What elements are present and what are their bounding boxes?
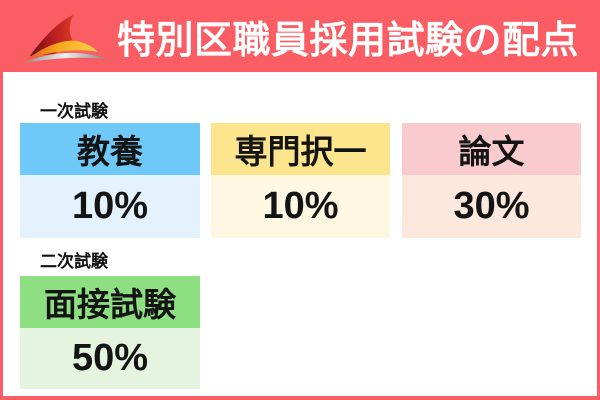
section-label-first-exam: 一次試験 <box>40 102 108 121</box>
card-senmon-takuitsu: 専門択一 10% <box>211 123 390 238</box>
card-senmon-takuitsu-label: 専門択一 <box>211 123 390 175</box>
card-mensetsu-shiken-label: 面接試験 <box>20 276 200 328</box>
header-band <box>0 0 600 72</box>
mountain-swoosh-logo-icon <box>24 15 107 63</box>
card-ronbun: 論文 30% <box>402 123 581 238</box>
card-senmon-takuitsu-value: 10% <box>211 175 390 238</box>
card-kyoyo-label: 教養 <box>20 123 200 175</box>
card-ronbun-value: 30% <box>402 175 581 238</box>
card-ronbun-label: 論文 <box>402 123 581 175</box>
card-mensetsu-shiken: 面接試験 50% <box>20 276 200 389</box>
card-kyoyo: 教養 10% <box>20 123 200 238</box>
card-mensetsu-shiken-value: 50% <box>20 328 200 389</box>
card-kyoyo-value: 10% <box>20 175 200 238</box>
page-title: 特別区職員採用試験の配点 <box>116 19 579 62</box>
section-label-second-exam: 二次試験 <box>40 252 108 271</box>
